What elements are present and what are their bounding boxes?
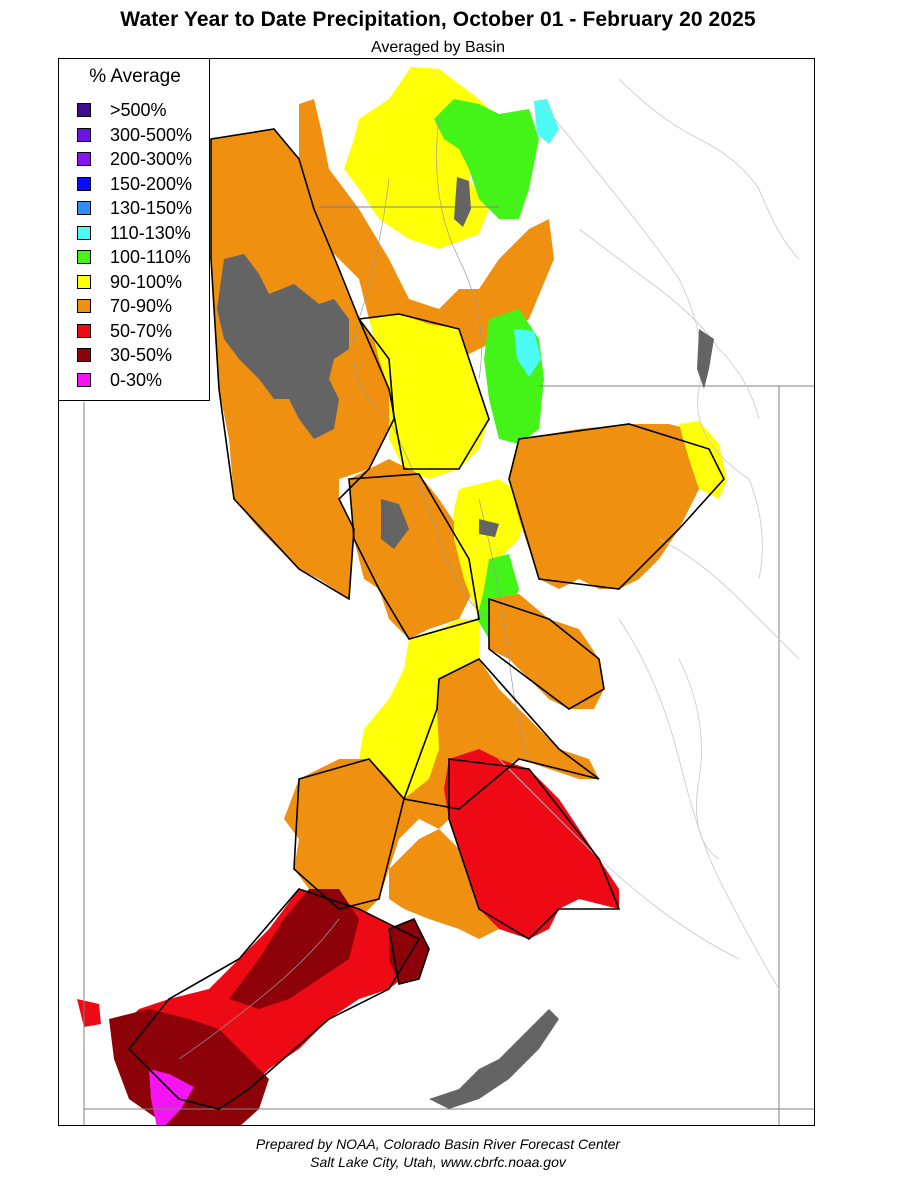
lake-powell (429, 1009, 559, 1109)
basin-dirty-devil (444, 749, 619, 939)
basin-border (293, 758, 405, 910)
legend-swatch (77, 225, 91, 240)
legend-swatch (77, 372, 91, 387)
legend-swatch (77, 274, 91, 289)
strawberry-reservoir (479, 519, 499, 537)
legend-label: >500% (110, 100, 167, 120)
basin-border (508, 423, 725, 590)
basin-uinta-east (509, 424, 724, 589)
basin-price (489, 594, 604, 709)
legend-swatch (77, 348, 91, 362)
flaming-gorge (697, 329, 714, 389)
basin-weber (369, 314, 489, 479)
basin-border (402, 658, 600, 810)
legend-swatch (77, 201, 91, 215)
map-title: Water Year to Date Precipitation, Octobe… (120, 8, 756, 31)
legend-swatch (77, 152, 91, 166)
map-subtitle: Averaged by Basin (370, 39, 505, 56)
legend-label: 90-100% (110, 271, 183, 292)
river-lines (178, 118, 530, 1060)
basin-sw-red (77, 999, 101, 1027)
legend-label: 50-70% (110, 320, 173, 341)
legend-swatch (77, 103, 91, 117)
basin-border (127, 888, 421, 1110)
map-area (58, 58, 815, 1126)
basin-bear-green (434, 99, 539, 219)
legend-label: 30-50% (110, 345, 173, 365)
legend-label: 200-300% (110, 149, 193, 169)
basin-fremont (389, 829, 499, 939)
basin-weber-green (484, 309, 544, 444)
basin-weber-cyan (514, 329, 541, 377)
legend-swatch (77, 176, 91, 191)
legend-label: 0-30% (110, 369, 163, 390)
legend: % Average >500% 300-500% 200-300% 150-200% 1… (58, 58, 210, 401)
basin-bear-upper (299, 99, 554, 359)
legend-title: % Average (89, 66, 181, 87)
legend-swatch (77, 323, 91, 338)
basin-sevier-lower (284, 759, 419, 919)
footer-credit: Prepared by NOAA, Colorado Basin River F… (255, 1136, 621, 1152)
basin-bear-cyan (534, 99, 559, 144)
basin-virgin-lower (109, 1009, 269, 1125)
legend-label: 110-130% (110, 222, 191, 243)
state-boundaries (83, 206, 814, 1125)
basin-uinta-yellow (679, 421, 727, 499)
basin-borders (127, 128, 725, 1110)
basin-border (348, 473, 480, 640)
county-lines (498, 78, 800, 990)
basin-border (448, 758, 621, 941)
great-salt-lake (217, 254, 349, 439)
legend-label: 100-110% (110, 247, 191, 267)
legend-swatch (77, 127, 91, 142)
basin-virgin-upper (229, 889, 359, 1009)
basin-kanab (389, 919, 429, 984)
legend-swatch (77, 250, 91, 264)
legend-label: 300-500% (110, 124, 193, 145)
legend-swatch (77, 299, 91, 313)
legend-label: 150-200% (110, 173, 193, 194)
footer-location: Salt Lake City, Utah, www.cbrfc.noaa.gov (310, 1154, 566, 1170)
bear-lake (454, 177, 471, 227)
legend-label: 130-150% (110, 198, 193, 218)
basin-border (488, 597, 605, 710)
utah-lake (381, 499, 409, 549)
basin-southwest-magenta (149, 1069, 194, 1125)
basin-border (388, 917, 430, 985)
basin-border (357, 313, 490, 470)
legend-label: 70-90% (110, 296, 173, 316)
basin-map (77, 67, 814, 1125)
lakes (217, 177, 714, 1109)
basin-border (210, 128, 395, 601)
